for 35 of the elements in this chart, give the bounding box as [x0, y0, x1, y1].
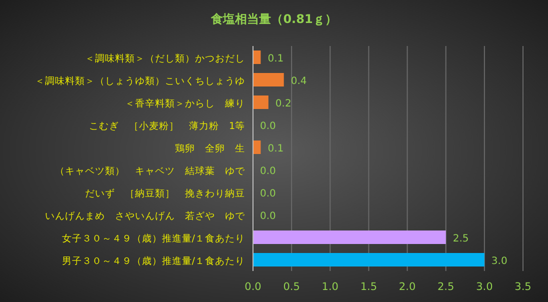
x-tick-label: 1.5	[360, 281, 378, 293]
chart-title: 食塩相当量（0.81ｇ）	[210, 12, 337, 26]
data-label: 0.0	[260, 210, 276, 222]
x-tick-label: 0.5	[283, 281, 300, 293]
data-label: 2.5	[452, 233, 469, 244]
bar	[253, 73, 284, 86]
y-tick-label: ＜調味料類＞（しょうゆ類）こいくちしょうゆ	[35, 74, 245, 87]
data-label: 0.0	[260, 188, 276, 200]
bar	[253, 140, 261, 154]
y-tick-label: こむぎ ［小麦粉］ 薄力粉 1等	[88, 120, 245, 132]
y-tick-label: ＜香辛料類＞からし 練り	[125, 97, 245, 110]
y-tick-label: ＜調味料類＞（だし類）かつおだし	[85, 52, 245, 64]
y-tick-label: いんげんまめ さやいんげん 若ざや ゆで	[45, 210, 246, 222]
data-label: 0.0	[260, 120, 276, 132]
data-label: 3.0	[491, 256, 508, 267]
bar	[253, 230, 446, 244]
x-tick-label: 2.0	[398, 281, 416, 293]
bar	[253, 96, 268, 109]
data-label: 0.0	[260, 166, 276, 177]
data-label: 0.1	[268, 53, 284, 64]
data-label: 0.2	[275, 98, 292, 110]
y-tick-label: だいず ［納豆類］ 挽きわり納豆	[85, 187, 245, 200]
y-tick-label: （キャベツ類） キャベツ 結球葉 ゆで	[55, 164, 246, 177]
x-tick-label: 1.0	[322, 281, 338, 293]
y-tick-label: 鶏卵 全卵 生	[175, 142, 245, 154]
x-tick-label: 2.5	[438, 281, 454, 293]
bar	[253, 253, 484, 266]
data-label: 0.1	[268, 143, 284, 154]
bar	[253, 50, 261, 64]
x-tick-label: 0.0	[244, 281, 262, 293]
data-label: 0.4	[290, 76, 307, 87]
y-tick-label: 男子３０～４９（歳）推進量/１食あたり	[62, 254, 245, 267]
x-tick-label: 3.0	[476, 281, 493, 293]
y-tick-label: 女子３０～４９（歳）推進量/１食あたり	[62, 232, 245, 244]
x-tick-label: 3.5	[514, 281, 532, 293]
